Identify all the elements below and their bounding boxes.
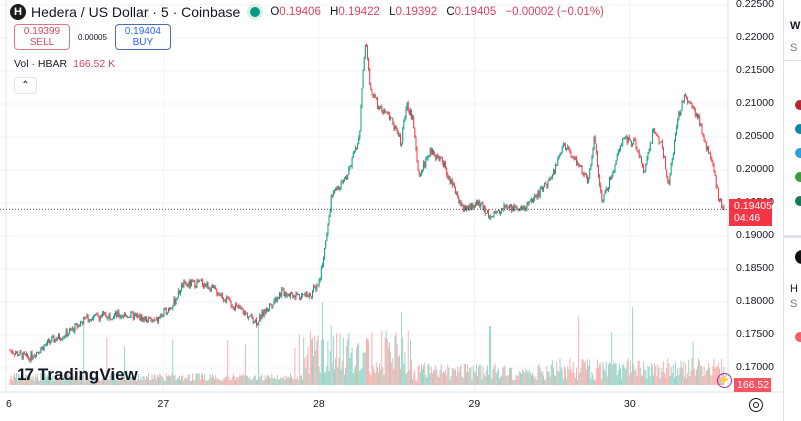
time-axis-label: 29 xyxy=(468,398,481,410)
price-axis-label: 0.17500 xyxy=(736,328,774,340)
tradingview-logo[interactable]: 17 TradingView xyxy=(17,365,138,385)
price-axis-label: 0.19000 xyxy=(736,229,774,241)
current-price: 0.19405 xyxy=(734,200,772,212)
price-indicator-icon xyxy=(795,332,801,342)
watchlist-header[interactable]: W xyxy=(790,20,801,32)
symbol-legend: H Hedera / US Dollar · 5 · Coinbase O0.1… xyxy=(10,4,610,20)
volume-label: Vol · HBAR xyxy=(14,58,68,70)
close-value: 0.19405 xyxy=(454,6,497,18)
watchlist-item-icon[interactable] xyxy=(795,124,801,134)
divider xyxy=(784,60,801,61)
price-axis-label: 0.21500 xyxy=(736,64,774,76)
open-value: 0.19406 xyxy=(279,6,321,18)
chevron-up-icon: ⌃ xyxy=(21,80,30,91)
sell-button[interactable]: 0.19399 SELL xyxy=(14,24,70,50)
settings-gear-icon[interactable] xyxy=(749,398,763,412)
volume-legend[interactable]: Vol · HBAR 166.52 K xyxy=(14,58,115,70)
hedera-logo-icon: H xyxy=(10,4,26,20)
low-label: L xyxy=(389,6,396,18)
buy-button[interactable]: 0.19404 BUY xyxy=(114,24,171,50)
price-axis-label: 0.17000 xyxy=(736,361,774,373)
divider xyxy=(784,235,801,238)
close-label: C xyxy=(446,6,455,18)
low-value: 0.19392 xyxy=(395,6,438,18)
sell-price: 0.19399 xyxy=(23,26,61,37)
search-field[interactable]: S xyxy=(790,42,798,54)
market-status-icon[interactable] xyxy=(250,7,261,17)
symbol-detail-name: H xyxy=(790,283,798,295)
tradingview-mark-icon: 17 xyxy=(17,365,34,384)
right-sidebar: W S H S xyxy=(783,0,801,421)
watchlist-item-icon[interactable] xyxy=(795,148,801,158)
time-axis-label: 6 xyxy=(6,398,12,410)
price-axis-label: 0.22000 xyxy=(736,31,774,43)
ohlc-values: O0.19406 H0.19422 L0.19392 C0.19405 −0.0… xyxy=(270,6,610,18)
price-axis-label: 0.20500 xyxy=(736,130,774,142)
watchlist-item-icon[interactable] xyxy=(795,196,801,206)
tradingview-name: TradingView xyxy=(37,365,138,384)
watchlist-item-icon[interactable] xyxy=(795,172,801,182)
volume-tag: 166.52 K xyxy=(734,378,771,405)
price-axis-label: 0.21000 xyxy=(736,97,774,109)
bar-countdown: 04:46 xyxy=(734,212,761,224)
price-axis-label: 0.20000 xyxy=(736,163,774,175)
time-axis-label: 27 xyxy=(157,398,170,410)
high-value: 0.19422 xyxy=(338,6,380,18)
volume-value: 166.52 K xyxy=(73,58,116,70)
collapse-legend-button[interactable]: ⌃ xyxy=(14,77,37,94)
buy-label: BUY xyxy=(132,37,154,48)
time-axis-label: 28 xyxy=(313,398,325,410)
price-axis-label: 0.22500 xyxy=(736,0,774,10)
price-axis-label: 0.18000 xyxy=(736,295,774,307)
time-axis-label: 30 xyxy=(624,398,636,410)
buy-price: 0.19404 xyxy=(124,26,161,37)
sell-label: SELL xyxy=(29,37,55,48)
spread-value: 0.00005 xyxy=(78,32,107,42)
price-axis-label: 0.18500 xyxy=(736,262,774,274)
watchlist-item-icon[interactable] xyxy=(795,100,801,110)
symbol-logo-icon xyxy=(795,250,801,264)
change-value: −0.00002 (−0.01%) xyxy=(505,6,604,18)
open-label: O xyxy=(270,6,280,18)
symbol-title[interactable]: Hedera / US Dollar · 5 · Coinbase xyxy=(31,4,241,20)
current-price-tag: 0.19405 04:46 xyxy=(729,199,772,226)
high-label: H xyxy=(330,6,339,18)
symbol-detail-sub: S xyxy=(790,298,798,310)
lightning-icon[interactable]: ⚡ xyxy=(717,373,732,388)
trade-buttons: 0.19399 SELL 0.00005 0.19404 BUY xyxy=(14,24,171,50)
